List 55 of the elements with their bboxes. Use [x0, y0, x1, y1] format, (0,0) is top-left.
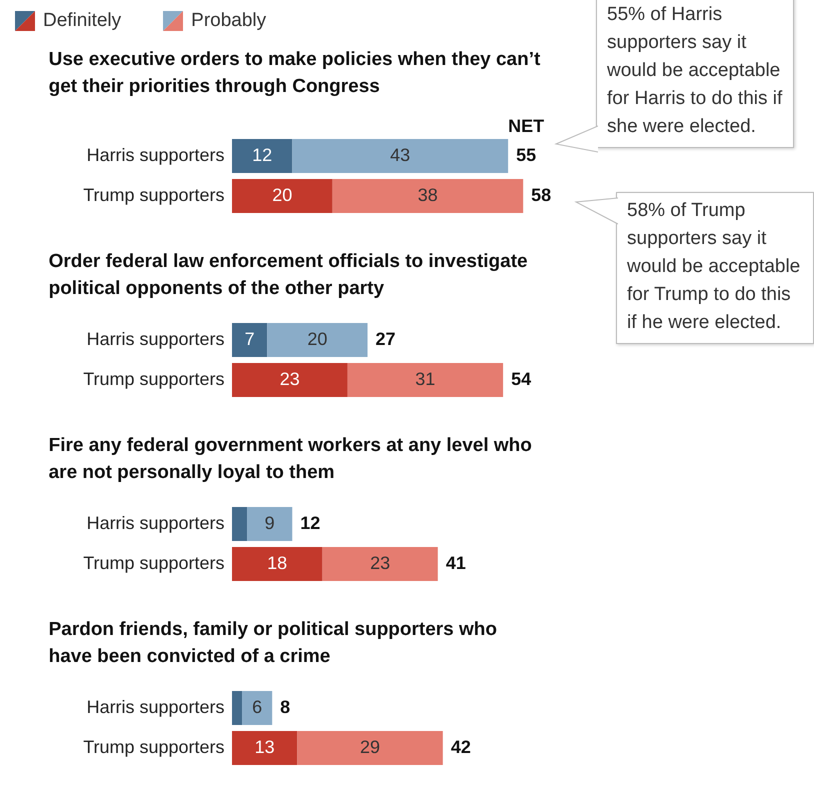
bar	[247, 507, 292, 541]
data-label: 29	[360, 737, 380, 757]
total-label: 55	[516, 145, 536, 165]
bar	[242, 691, 272, 725]
bar	[267, 323, 368, 357]
total-label: 42	[450, 737, 471, 757]
chart-title: Order federal law enforcement officials to investigate political opponents of the other party	[48, 251, 528, 299]
bar	[332, 179, 524, 213]
callout-box: 58% of Trump supporters say it would be acceptable for Trump to do this if he were elected.	[616, 192, 814, 344]
total-label: 41	[446, 553, 466, 573]
y-tick-label: Trump supporters	[83, 553, 224, 573]
data-label: 43	[390, 145, 410, 165]
data-label: 23	[280, 369, 300, 389]
data-label: 20	[272, 185, 292, 205]
y-tick-label: Harris supporters	[86, 329, 225, 349]
y-tick-label: Harris supporters	[86, 145, 225, 165]
bar	[232, 179, 332, 213]
data-label: 6	[252, 697, 262, 717]
bar	[347, 363, 504, 397]
total-label: 58	[531, 185, 552, 205]
bar	[232, 691, 242, 725]
bar	[232, 507, 248, 541]
total-label: 54	[511, 369, 532, 389]
data-label: 7	[244, 329, 255, 349]
chart-title: Fire any federal government workers at any level who are not personally loyal to them	[48, 435, 532, 483]
y-tick-label: Trump supporters	[83, 737, 224, 757]
total-label: 8	[280, 697, 290, 717]
bar	[322, 547, 438, 581]
chart-title: Pardon friends, family or political supporters who have been convicted of a crime	[48, 619, 497, 667]
data-label: 20	[307, 329, 328, 349]
callout-box: 55% of Harris supporters say it would be acceptable for Harris to do this if she were elected.	[596, 0, 794, 148]
chart-title: Use executive orders to make policies when they can’t get their priorities through Congress	[48, 49, 541, 97]
data-label: 12	[252, 145, 272, 165]
y-tick-label: Trump supporters	[83, 369, 224, 389]
total-label: 27	[376, 329, 396, 349]
bar	[232, 731, 298, 765]
bar	[232, 323, 268, 357]
data-label: 38	[418, 185, 438, 205]
y-tick-label: Harris supporters	[86, 513, 225, 533]
bar	[232, 139, 292, 173]
bar	[292, 139, 508, 173]
legend-label: Definitely	[43, 10, 122, 32]
data-label: 31	[415, 369, 436, 389]
legend-label: Probably	[191, 10, 266, 32]
total-label: 12	[300, 513, 320, 533]
data-label: 13	[254, 737, 275, 757]
y-tick-label: Trump supporters	[83, 185, 224, 205]
data-label: 9	[264, 513, 275, 533]
bar	[297, 731, 443, 765]
annotation: NET	[508, 116, 544, 136]
data-label: 18	[267, 553, 288, 573]
bar	[232, 547, 322, 581]
data-label: 23	[370, 553, 390, 573]
y-tick-label: Harris supporters	[86, 697, 225, 717]
bar	[232, 363, 348, 397]
